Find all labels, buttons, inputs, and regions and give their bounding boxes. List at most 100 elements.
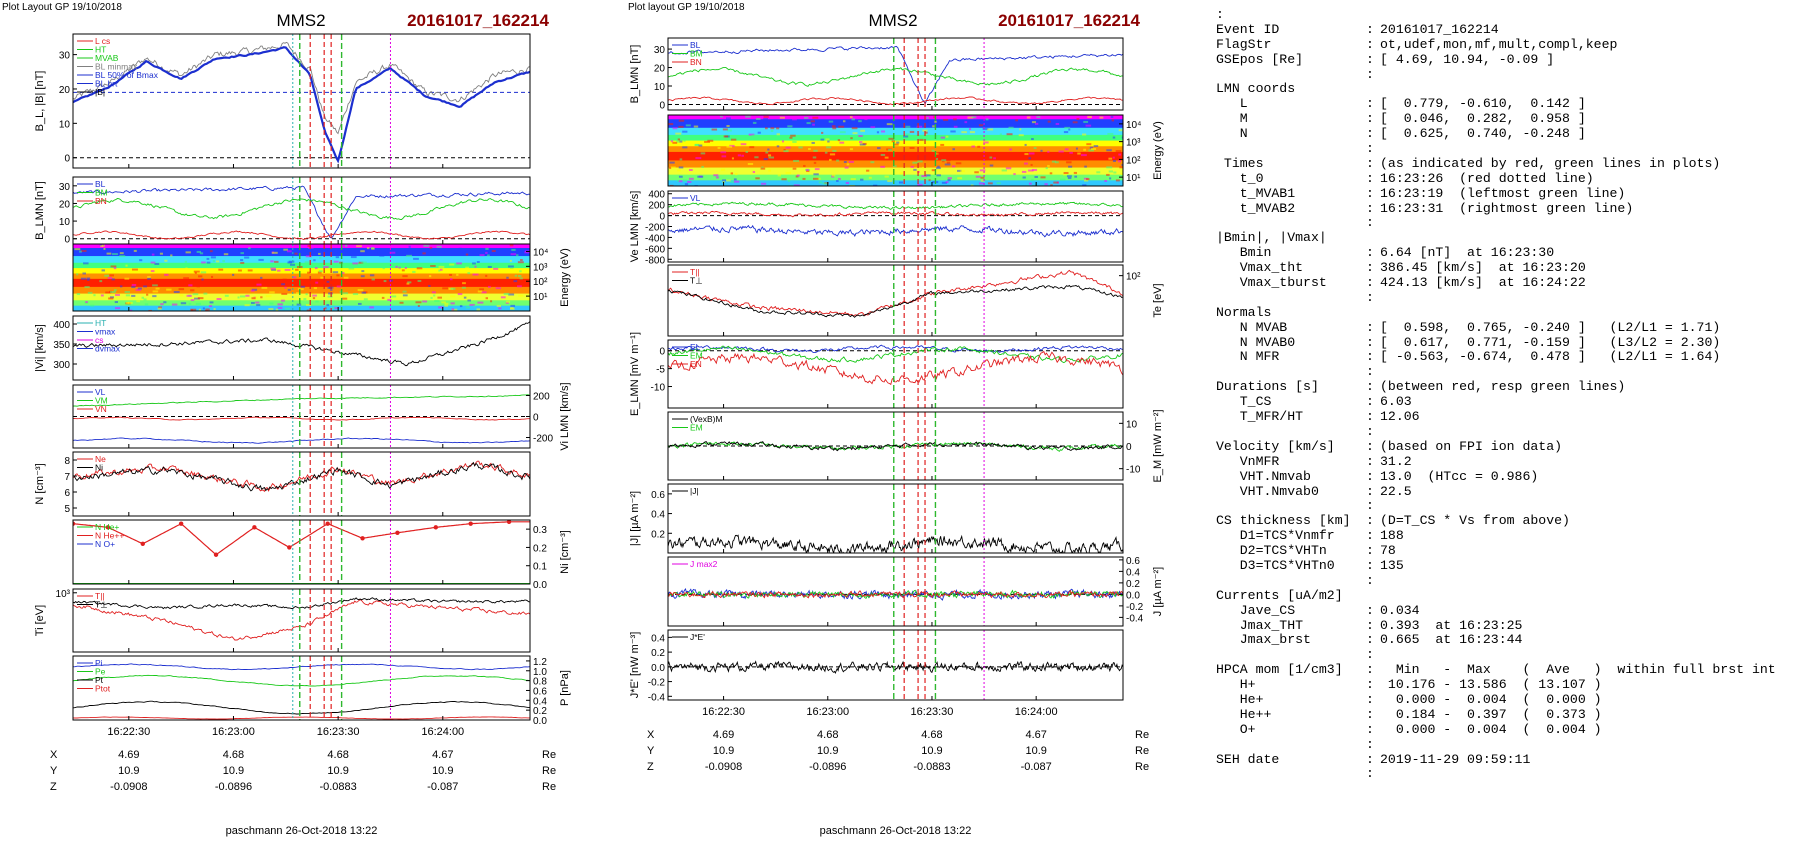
spectrogram-pixel	[813, 173, 819, 176]
position-unit: Re	[542, 781, 556, 793]
info-separator: :	[1366, 572, 1374, 588]
spectrogram-pixel	[198, 275, 203, 278]
legend-entry: vmax	[95, 327, 116, 337]
y-axis-label: E_M [mW m⁻²]	[1152, 409, 1164, 482]
info-row: t_0:16:23:26 (red dotted line)	[1216, 170, 1776, 187]
panel-content	[73, 34, 530, 168]
header-text: Plot layout GP 19/10/2018	[628, 2, 745, 13]
spectrogram-pixel	[516, 285, 522, 288]
spectrogram-pixel	[1094, 117, 1100, 120]
spectrogram-pixel	[1031, 121, 1037, 124]
spectrogram-pixel	[937, 152, 942, 155]
spectrogram-pixel	[1106, 166, 1113, 169]
spectrogram-pixel	[731, 157, 734, 160]
y-tick-label: 200	[648, 201, 665, 212]
legend-entry: BM	[690, 49, 703, 59]
spectrogram-pixel	[1113, 171, 1117, 174]
info-separator: :	[1366, 36, 1374, 52]
info-separator: :	[1366, 766, 1374, 782]
spectrogram-pixel	[127, 301, 133, 304]
spectrogram-pixel	[170, 254, 173, 257]
spectrogram-pixel	[318, 256, 322, 259]
position-row-label: Y	[647, 745, 655, 757]
spectrogram-pixel	[1089, 146, 1094, 149]
y-tick-label: -400	[645, 233, 665, 244]
left-figure: Plot Layout GP 19/10/2018 MMS2 20161017_16…	[2, 2, 571, 837]
spectrogram-pixel	[154, 262, 160, 265]
y-tick-label: 0.2	[533, 543, 547, 554]
spectrogram-pixel	[389, 251, 396, 254]
spectrogram-pixel	[215, 260, 220, 263]
spectrogram-band	[73, 293, 530, 301]
spectrogram-band	[668, 167, 1123, 176]
spectrogram-pixel	[160, 303, 164, 306]
spectrogram-pixel	[1049, 172, 1053, 175]
spectrogram-pixel	[185, 251, 191, 254]
info-separator: :	[1366, 423, 1374, 439]
spectrogram-pixel	[822, 182, 828, 185]
y-tick-label: 0.4	[651, 510, 665, 521]
spectrogram-pixel	[107, 276, 113, 279]
y-tick-label: 0.4	[1126, 567, 1140, 578]
info-key: LMN coords	[1216, 81, 1296, 97]
spectrogram-pixel	[466, 279, 470, 282]
spectrogram-pixel	[509, 266, 514, 269]
spectrogram-pixel	[975, 175, 981, 178]
y-tick-label: -200	[533, 434, 553, 445]
spectrogram-pixel	[131, 283, 137, 286]
info-separator: :	[1366, 275, 1374, 291]
y-tick-label: 20	[654, 64, 666, 75]
spectrogram-pixel	[947, 177, 952, 180]
info-row: Durations [s]: (between red, resp green l…	[1216, 379, 1776, 395]
spectrogram-pixel	[1069, 151, 1073, 154]
spectrogram-pixel	[284, 286, 287, 289]
spectrogram-pixel	[804, 116, 809, 119]
info-separator: :	[1366, 706, 1374, 722]
panel-5: -10 0 10 E_M [mW m⁻²] (VexB)MEM	[667, 409, 1164, 483]
info-separator: :	[1366, 602, 1374, 618]
spectrogram-pixel	[737, 154, 741, 157]
legend-entry: Pt	[95, 675, 104, 685]
spectrogram-pixel	[268, 308, 274, 311]
panel-6: 0.2 0.4 0.6 |J| [µA m⁻²] |J|	[629, 483, 1124, 554]
y-tick-label: 0.0	[651, 663, 665, 674]
spectrogram-pixel	[792, 118, 797, 121]
spectrogram-pixel	[232, 273, 235, 276]
info-key: N MVAB0	[1216, 334, 1296, 350]
y-tick-label: 200	[533, 392, 550, 403]
info-separator: :	[1366, 468, 1374, 484]
spectrogram-pixel	[849, 148, 854, 151]
info-value: 31.2	[1380, 453, 1412, 469]
spectrogram-pixel	[437, 296, 442, 299]
y-tick-label: 10³	[56, 589, 71, 600]
data-point	[140, 541, 145, 546]
spectrogram-pixel	[434, 299, 440, 302]
spectrogram-pixel	[672, 141, 678, 144]
spectrogram-pixel	[953, 125, 958, 128]
y-tick-label: 0	[659, 100, 665, 111]
spectrogram-pixel	[361, 291, 366, 294]
spectrogram-pixel	[1106, 149, 1112, 152]
spectrogram-pixel	[158, 306, 162, 309]
spectrogram-pixel	[824, 151, 828, 154]
footer-text: paschmann 26-Oct-2018 13:22	[820, 825, 972, 837]
spectrogram-pixel	[960, 170, 965, 173]
info-key: M	[1216, 111, 1248, 127]
spectrogram-pixel	[457, 293, 463, 296]
spectrogram-pixel	[912, 161, 918, 164]
spectrogram-pixel	[1083, 120, 1089, 123]
series-line-Vi	[73, 321, 530, 367]
info-separator: :	[1366, 170, 1374, 186]
spectrogram-pixel	[226, 244, 231, 247]
legend-entry: EN	[690, 359, 702, 369]
spectrogram-pixel	[292, 276, 297, 279]
spectrogram-pixel	[442, 279, 448, 282]
spectrogram-pixel	[331, 281, 335, 284]
series-line-VeN	[668, 210, 1123, 218]
spectrogram-pixel	[315, 300, 319, 303]
info-row: t_MVAB2:16:23:31 (rightmost green line)	[1216, 201, 1776, 217]
info-row: Normals	[1216, 305, 1776, 321]
spectrogram-pixel	[332, 271, 339, 274]
spectrogram-pixel	[980, 176, 985, 179]
spectrogram-pixel	[813, 161, 817, 164]
